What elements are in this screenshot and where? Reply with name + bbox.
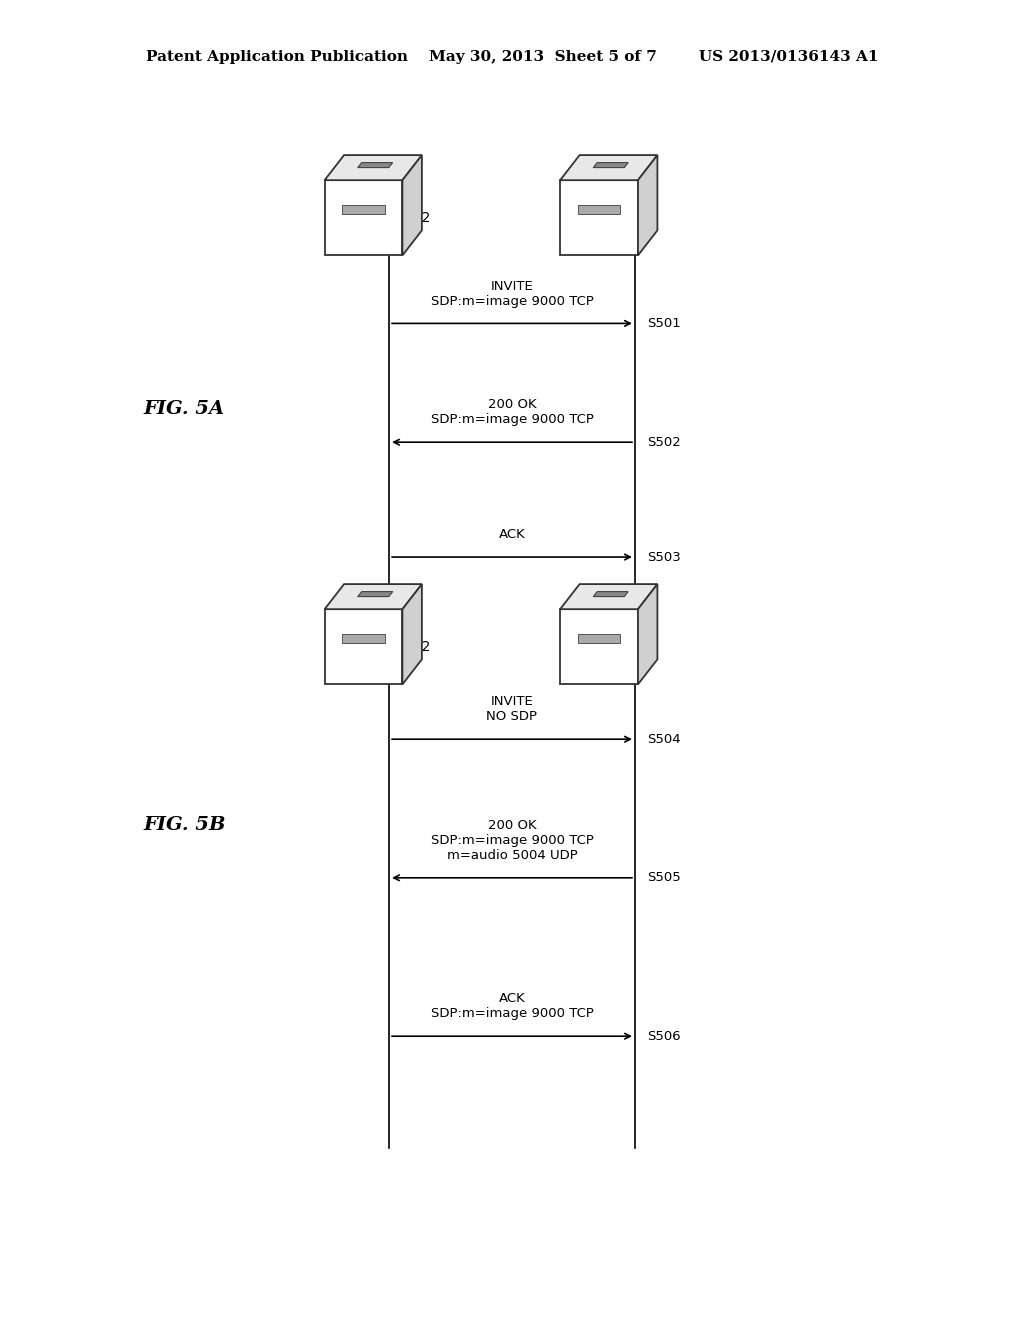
Text: S504: S504 <box>647 733 681 746</box>
FancyBboxPatch shape <box>325 181 402 256</box>
Text: INVITE
SDP:m=image 9000 TCP: INVITE SDP:m=image 9000 TCP <box>430 280 594 308</box>
Polygon shape <box>402 156 422 256</box>
Text: S503: S503 <box>647 550 681 564</box>
Text: 200 OK
SDP:m=image 9000 TCP
m=audio 5004 UDP: 200 OK SDP:m=image 9000 TCP m=audio 5004… <box>430 818 594 862</box>
Polygon shape <box>357 591 392 597</box>
Text: S502: S502 <box>647 436 681 449</box>
Text: 101: 101 <box>632 211 658 224</box>
Polygon shape <box>357 162 392 168</box>
Text: 102: 102 <box>404 640 431 653</box>
Text: ~: ~ <box>614 210 627 226</box>
Text: Patent Application Publication    May 30, 2013  Sheet 5 of 7        US 2013/0136: Patent Application Publication May 30, 2… <box>145 50 879 63</box>
Text: 101: 101 <box>632 640 658 653</box>
Text: ACK
SDP:m=image 9000 TCP: ACK SDP:m=image 9000 TCP <box>430 993 594 1020</box>
Text: ~: ~ <box>387 639 399 655</box>
Polygon shape <box>560 156 657 181</box>
Bar <box>578 205 621 214</box>
Bar <box>342 205 385 214</box>
Polygon shape <box>325 583 422 610</box>
Text: ACK: ACK <box>499 528 525 541</box>
Polygon shape <box>325 156 422 181</box>
FancyBboxPatch shape <box>560 181 638 256</box>
Text: S506: S506 <box>647 1030 681 1043</box>
Text: FIG. 5A: FIG. 5A <box>143 400 224 418</box>
Text: ~: ~ <box>614 639 627 655</box>
Text: S505: S505 <box>647 871 681 884</box>
Text: INVITE
NO SDP: INVITE NO SDP <box>486 696 538 723</box>
Bar <box>578 634 621 643</box>
Polygon shape <box>560 583 657 610</box>
Text: ~: ~ <box>387 210 399 226</box>
Text: 102: 102 <box>404 211 431 224</box>
Polygon shape <box>593 591 628 597</box>
Text: S501: S501 <box>647 317 681 330</box>
Polygon shape <box>638 156 657 256</box>
Text: FIG. 5B: FIG. 5B <box>143 816 226 834</box>
FancyBboxPatch shape <box>560 610 638 684</box>
Text: 200 OK
SDP:m=image 9000 TCP: 200 OK SDP:m=image 9000 TCP <box>430 399 594 426</box>
Polygon shape <box>402 583 422 684</box>
Bar <box>342 634 385 643</box>
Polygon shape <box>593 162 628 168</box>
FancyBboxPatch shape <box>325 610 402 684</box>
Polygon shape <box>638 583 657 684</box>
